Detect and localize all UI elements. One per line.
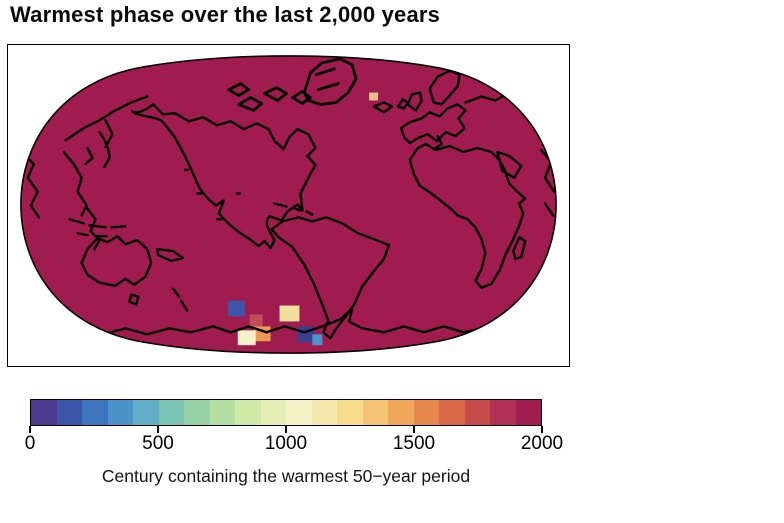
figure-title: Warmest phase over the last 2,000 years — [10, 2, 441, 27]
colorbar-segment — [184, 400, 210, 425]
greenland-coast — [303, 57, 358, 106]
scandinavia-coast — [428, 69, 461, 106]
world-map — [20, 55, 557, 354]
colorbar-segment — [311, 400, 337, 425]
colorbar-tickmark — [29, 426, 31, 433]
colorbar-segment — [209, 400, 235, 425]
japan-arc — [98, 130, 111, 169]
colorbar-tick-labels: 0 500 1000 1500 2000 — [25, 433, 563, 457]
colorbar-gradient — [30, 399, 542, 426]
colorbar-segment — [337, 400, 363, 425]
colorbar-segment — [31, 400, 57, 425]
map-frame — [7, 44, 570, 367]
colorbar-tick-label: 1000 — [264, 433, 308, 454]
colorbar-tickmark — [541, 426, 543, 433]
antarctica-coast — [64, 307, 505, 336]
colorbar-label: Century containing the warmest 50−year p… — [101, 466, 471, 486]
tasmania-coast — [128, 293, 140, 306]
caribbean-islands — [273, 202, 314, 216]
europe-coast — [399, 103, 467, 150]
british-isles-coast — [396, 91, 423, 112]
colorbar-segment — [439, 400, 465, 425]
anomaly-cell — [312, 334, 323, 346]
colorbar-segment — [56, 400, 82, 425]
colorbar-tick-label: 0 — [24, 433, 36, 454]
colorbar-tickmark — [285, 426, 287, 433]
south-america-coast — [270, 216, 391, 340]
north-america-coast — [131, 103, 317, 250]
anomaly-cell — [249, 314, 263, 328]
antarctic-anomaly-patches — [227, 92, 379, 346]
siberia-coast — [64, 95, 149, 142]
colorbar-segment — [413, 400, 439, 425]
globe-border — [20, 55, 557, 354]
colorbar-segment — [260, 400, 286, 425]
iceland-coast — [372, 101, 394, 114]
new-zealand-coast — [171, 287, 189, 312]
indonesia-islands — [68, 218, 127, 238]
australia-coast — [80, 235, 153, 287]
colorbar-segment — [133, 400, 159, 425]
kamchatka-coast — [104, 119, 114, 149]
colorbar-ticks — [29, 426, 543, 434]
colorbar-segment — [388, 400, 414, 425]
colorbar-segment — [362, 400, 388, 425]
colorbar-segment — [107, 400, 133, 425]
colorbar-tick-label: 500 — [142, 433, 174, 454]
colorbar-tickmark — [157, 426, 159, 433]
anomaly-cell — [237, 330, 256, 346]
pacific-islands — [183, 168, 241, 221]
colorbar-tick-label: 2000 — [520, 433, 564, 454]
anomaly-cell — [369, 92, 379, 101]
africa-coast — [408, 142, 527, 289]
colorbar-segment — [515, 400, 541, 425]
asia-right-edge-coast — [539, 148, 556, 217]
colorbar-segment — [235, 400, 261, 425]
anomaly-cell — [279, 305, 300, 322]
colorbar-segment — [464, 400, 490, 425]
colorbar-segment — [286, 400, 312, 425]
arabia-coast — [496, 150, 523, 179]
canadian-arctic-islands — [227, 82, 312, 112]
colorbar-segment — [82, 400, 108, 425]
colorbar-segment — [490, 400, 516, 425]
madagascar-coast — [512, 236, 527, 261]
globe-outline — [20, 55, 557, 354]
colorbar-tick-label: 1500 — [392, 433, 436, 454]
colorbar-tickmark — [413, 426, 415, 433]
coastlines — [21, 57, 556, 340]
new-guinea-coast — [156, 247, 185, 263]
colorbar-segment — [158, 400, 184, 425]
southeast-asia-coast — [85, 206, 101, 251]
anomaly-cell — [227, 300, 245, 317]
left-edge-coast — [21, 152, 41, 219]
